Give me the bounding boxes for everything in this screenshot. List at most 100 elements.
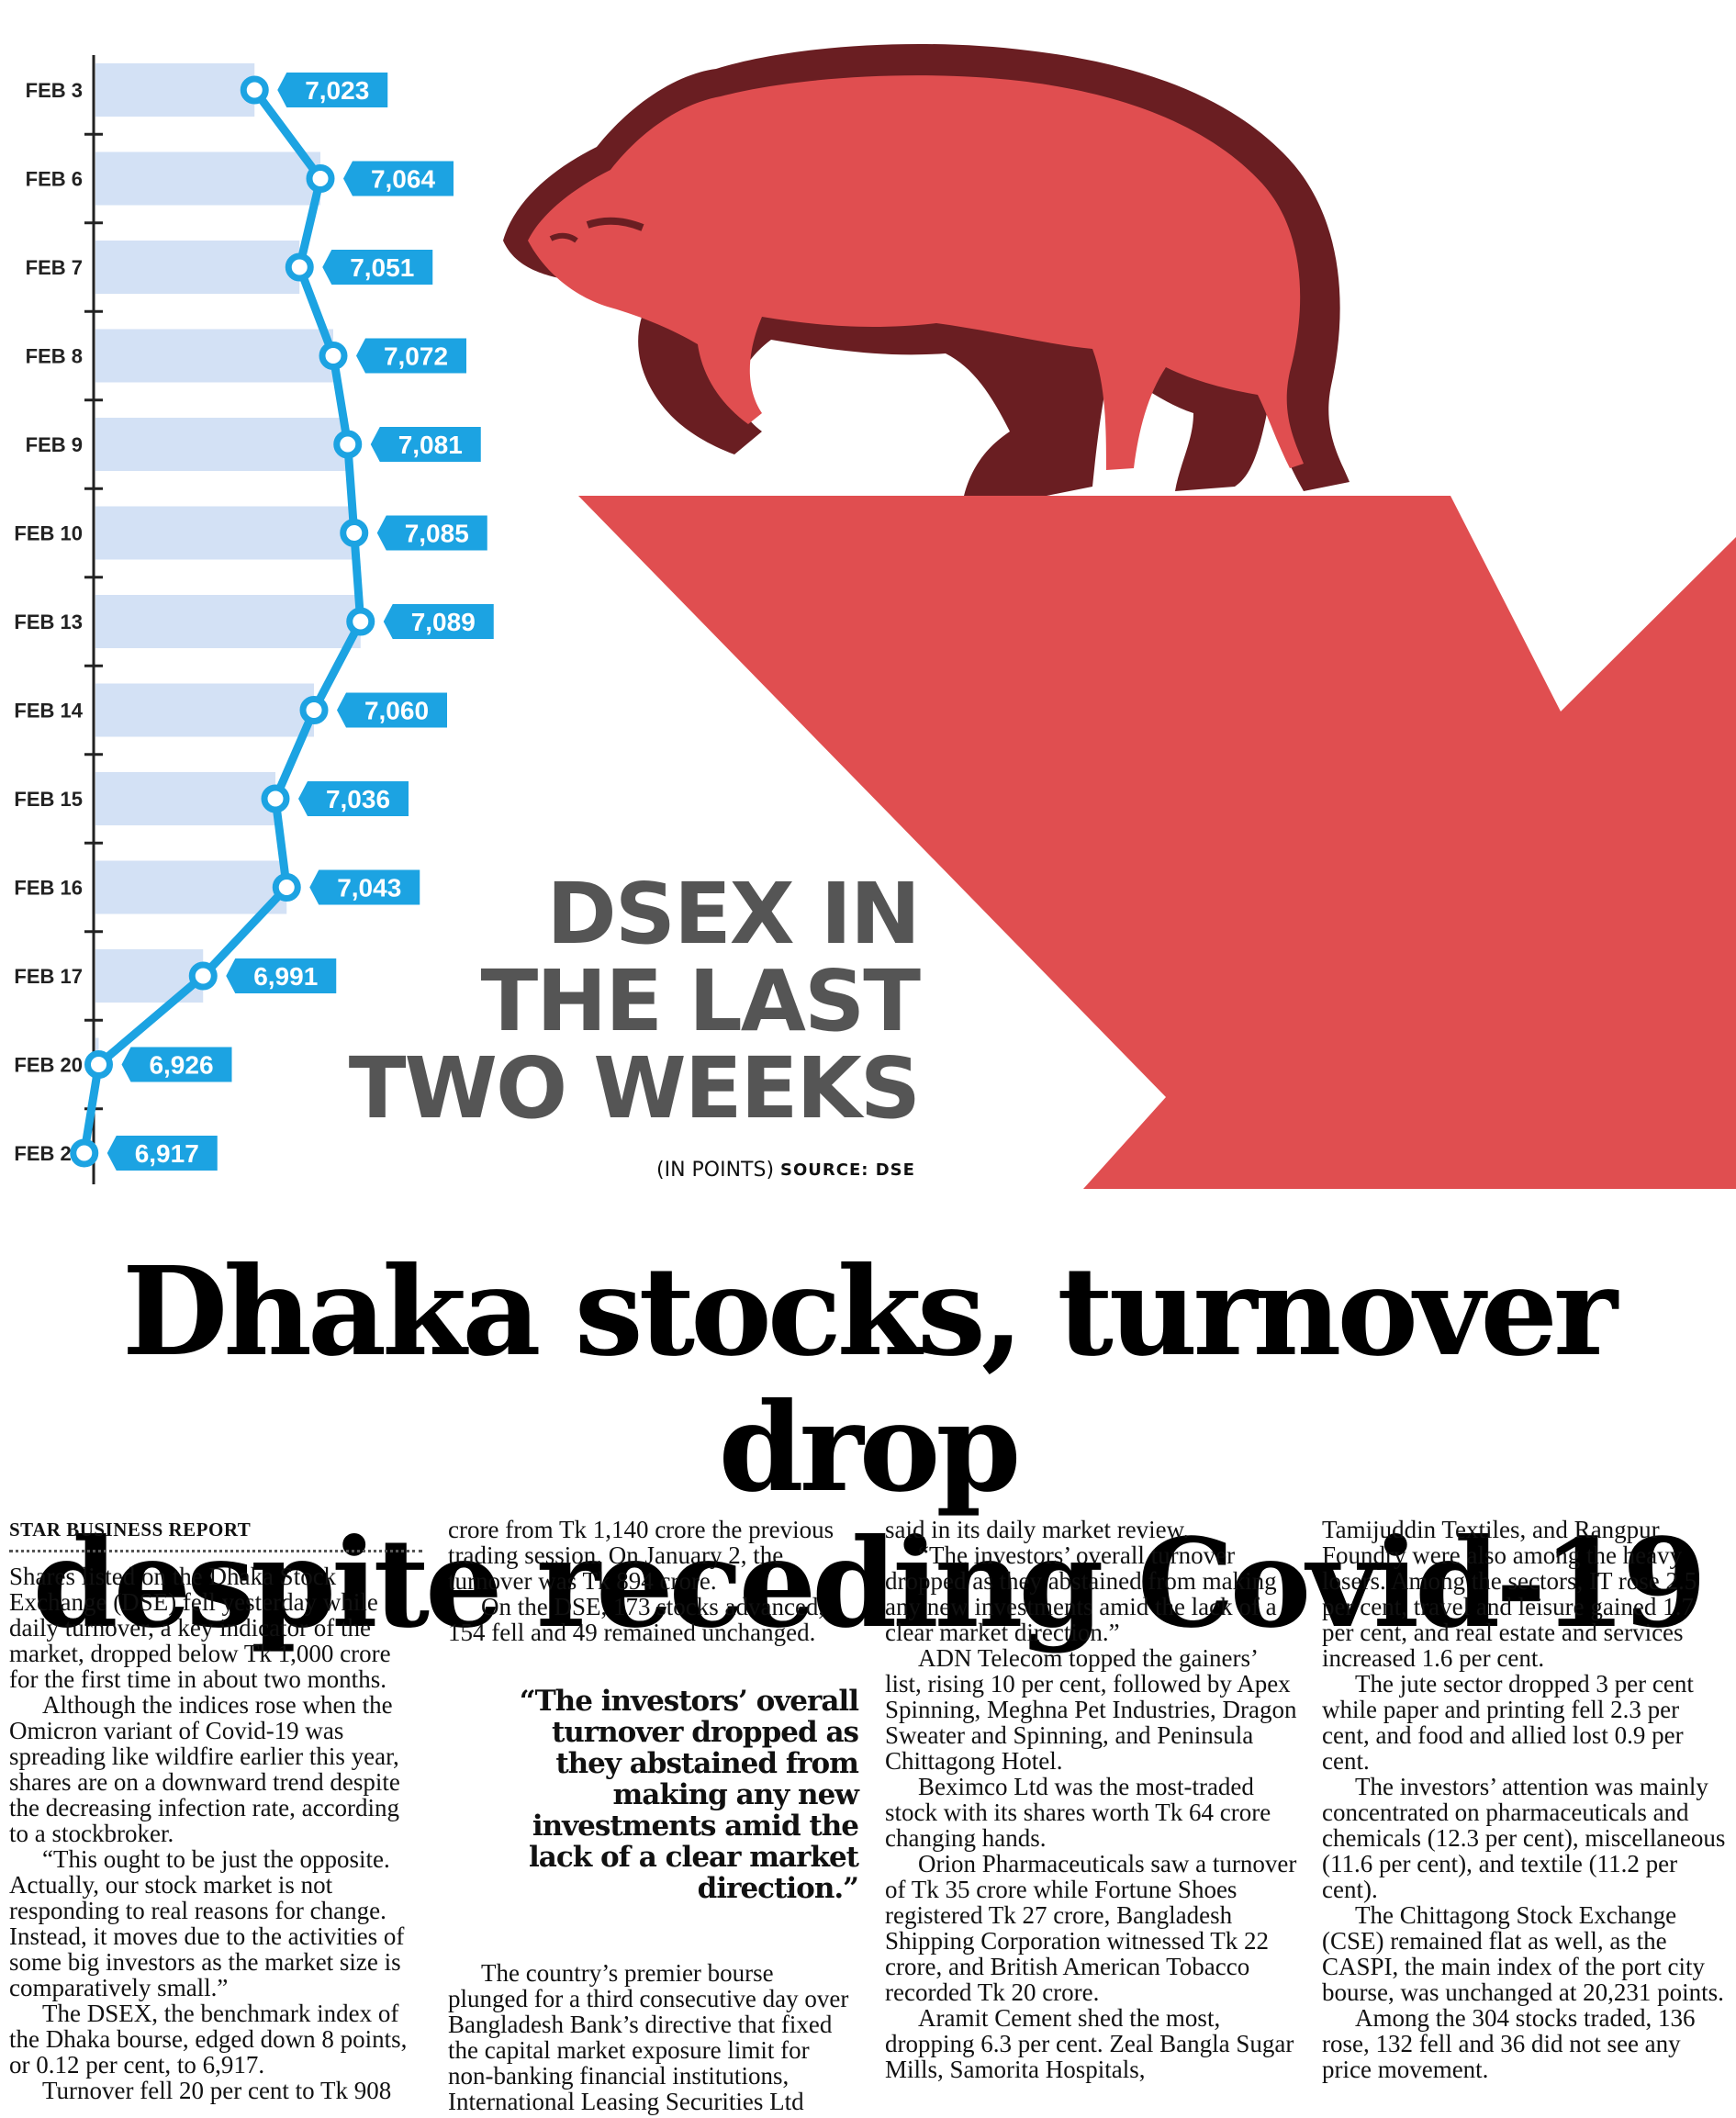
chart-category-labels: FEB 3 FEB 6 FEB 7 FEB 8 FEB 9 FEB 10 FEB 13 FEB… [14, 79, 83, 1165]
graphic-unit-note: (IN POINTS) [656, 1159, 775, 1182]
chart-row-band [95, 860, 287, 914]
chart-data-points [70, 75, 375, 1168]
chart-data-point [285, 252, 314, 282]
chart-category-label: FEB 20 [14, 1054, 83, 1077]
paragraph: Tamijuddin Textiles, and Rangpur Foundry… [1322, 1516, 1697, 1672]
bear-illustration [503, 43, 1350, 496]
chart-data-point [346, 607, 375, 636]
headline-line-1: Dhaka stocks, turnover drop [121, 1240, 1618, 1519]
graphic-source-note: SOURCE: DSE [780, 1160, 915, 1180]
chart-category-label: FEB 9 [26, 433, 83, 456]
chart-row-band [95, 241, 300, 294]
chart-data-point [188, 961, 218, 991]
paragraph: “This ought to be just the opposite. Act… [9, 1845, 405, 2001]
chart-data-point [272, 873, 301, 902]
graphic-title-line-2: THE LAST [480, 952, 921, 1050]
chart-category-label: FEB 14 [14, 700, 83, 723]
chart-category-label: FEB 13 [14, 611, 83, 633]
headline-line-2: despite receding Covid-19 [32, 1512, 1708, 1655]
paragraph: The DSEX, the benchmark index of the Dha… [9, 2000, 408, 2079]
paragraph: Aramit Cement shed the most, dropping 6.… [885, 2004, 1294, 2083]
paragraph: On the DSE, 173 stocks advanced, 154 fel… [448, 1593, 825, 1646]
down-arrow-shape [578, 496, 1736, 1189]
chart-row-band [95, 418, 348, 471]
chart-data-point [261, 784, 290, 813]
chart-row-band [95, 506, 354, 560]
paragraph: The Chittagong Stock Exchange (CSE) rema… [1322, 1901, 1724, 2006]
article-column-2: crore from Tk 1,140 crore the previous t… [448, 1517, 857, 1645]
chart-value-label: 7,081 [398, 431, 463, 459]
paragraph: Turnover fell 20 per cent to Tk 908 [42, 2077, 392, 2104]
article-column-1: STAR BUSINESS REPORT Shares listed on th… [9, 1517, 422, 2103]
chart-value-label: 7,023 [305, 76, 369, 105]
chart-value-label-tag [121, 1047, 232, 1082]
chart-value-label: 7,060 [364, 697, 429, 725]
byline: STAR BUSINESS REPORT [9, 1517, 422, 1552]
chart-value-label-tag [343, 161, 454, 196]
chart-value-label-tag [309, 869, 420, 905]
chart-value-labels: 7,023 7,064 7,051 7,072 7,081 7,085 7,089 7,060… [106, 73, 494, 1171]
chart-category-label: FEB 8 [26, 345, 83, 368]
article-column-3: said in its daily market review. “The in… [885, 1517, 1298, 2082]
chart-category-label: FEB 7 [26, 256, 83, 279]
chart-category-label: FEB 17 [14, 965, 83, 988]
chart-value-label: 7,043 [337, 874, 401, 902]
chart-row-band [95, 772, 275, 825]
graphic-title-line-1: DSEX IN [546, 865, 921, 963]
chart-value-label: 7,064 [371, 165, 435, 194]
chart-value-label: 6,917 [135, 1139, 199, 1168]
chart-value-label: 6,991 [253, 962, 318, 991]
chart-row-band [95, 151, 320, 206]
chart-value-label: 7,085 [405, 520, 469, 548]
chart-value-label-tag [356, 338, 466, 374]
chart-row-band [95, 63, 255, 117]
paragraph: said in its daily market review. [885, 1516, 1190, 1543]
chart-value-label-tag [337, 692, 447, 728]
paragraph: Although the indices rose when the Omicr… [9, 1691, 400, 1847]
chart-category-label: FEB 16 [14, 877, 83, 900]
chart-row-band [95, 595, 361, 648]
paragraph: The investors’ attention was mainly conc… [1322, 1773, 1726, 1903]
chart-category-label: FEB 3 [26, 79, 83, 102]
chart-value-label: 7,089 [411, 608, 476, 636]
graphic-title-line-3: TWO WEEKS [348, 1039, 921, 1137]
chart-category-label: FEB 6 [26, 168, 83, 191]
chart-data-point [70, 1138, 99, 1168]
paragraph: Orion Pharmaceuticals saw a turnover of … [885, 1850, 1297, 2006]
chart-value-label: 7,072 [384, 342, 448, 371]
chart-row-band [95, 683, 314, 737]
paragraph: ADN Telecom topped the gainers’ list, ri… [885, 1644, 1297, 1775]
chart-data-point [84, 1050, 113, 1079]
chart-category-label: FEB 15 [14, 788, 83, 811]
chart-data-point [340, 519, 369, 547]
chart-value-label-tag [226, 958, 337, 993]
chart-value-label: 6,926 [149, 1051, 213, 1080]
pull-quote: “The investors’ overall turnover dropped… [519, 1685, 859, 1905]
chart-value-label-tag [277, 73, 388, 107]
paragraph: Beximco Ltd was the most-traded stock wi… [885, 1773, 1271, 1852]
article-headline: Dhaka stocks, turnover drop despite rece… [9, 1244, 1726, 1652]
paragraph: crore from Tk 1,140 crore the previous t… [448, 1516, 834, 1595]
chart-data-point [319, 342, 348, 370]
chart-row-band [95, 329, 333, 383]
paragraph: “The investors’ overall turnover dropped… [885, 1541, 1277, 1646]
chart-value-label-tag [376, 515, 487, 551]
paragraph: Among the 304 stocks traded, 136 rose, 1… [1322, 2004, 1696, 2083]
chart-category-label: FEB 10 [14, 522, 83, 545]
article-column-4: Tamijuddin Textiles, and Rangpur Foundry… [1322, 1517, 1730, 2082]
paragraph: Shares listed on the Dhaka Stock Exchang… [9, 1563, 391, 1693]
paragraph: The country’s premier bourse plunged for… [448, 1959, 849, 2115]
paragraph: The jute sector dropped 3 per cent while… [1322, 1670, 1694, 1775]
chart-value-label-tag [383, 604, 494, 639]
chart-value-label-tag [106, 1136, 218, 1171]
chart-data-point [333, 430, 363, 459]
article-column-2-bottom: The country’s premier bourse plunged for… [448, 1960, 857, 2114]
chart-value-label: 7,051 [350, 253, 414, 282]
chart-value-label-tag [298, 781, 409, 816]
dsex-chart-svg: FEB 3 FEB 6 FEB 7 FEB 8 FEB 9 FEB 10 FEB 13 FEB… [14, 43, 1736, 1189]
chart-data-point [299, 696, 329, 724]
dsex-graphic: FEB 3 FEB 6 FEB 7 FEB 8 FEB 9 FEB 10 FEB 13 FEB… [14, 43, 1736, 1189]
chart-row-bands [95, 63, 361, 1092]
chart-value-label-tag [370, 427, 481, 462]
chart-value-label-tag [322, 250, 433, 285]
